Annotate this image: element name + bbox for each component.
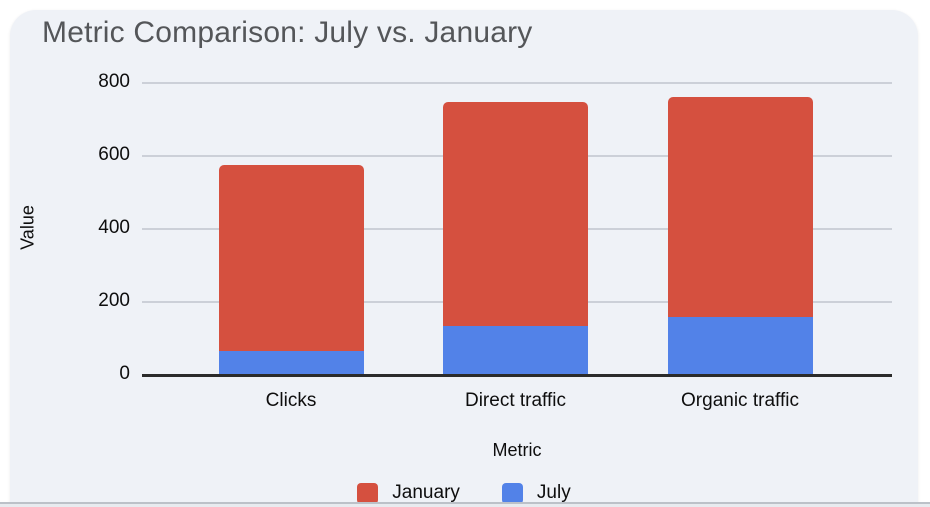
bar-segment-january bbox=[443, 102, 588, 326]
legend-label-july: July bbox=[536, 482, 571, 503]
y-axis-title: Value bbox=[17, 205, 38, 250]
y-tick-label-400: 400 bbox=[98, 217, 130, 238]
chart-card[interactable]: Metric Comparison: July vs. January Valu… bbox=[10, 10, 918, 504]
y-tick-label-600: 600 bbox=[98, 144, 130, 165]
bar-segment-july bbox=[218, 351, 364, 374]
y-tick-label-200: 200 bbox=[98, 290, 130, 311]
chart-title: Metric Comparison: July vs. January bbox=[42, 16, 533, 49]
bar-segment-january bbox=[218, 164, 364, 352]
legend: January July bbox=[10, 482, 918, 504]
x-axis-line bbox=[142, 374, 892, 377]
x-axis-title: Metric bbox=[492, 440, 542, 460]
category-label-clicks: Clicks bbox=[265, 390, 317, 411]
bar-segment-july bbox=[443, 325, 588, 374]
lower-card-edge bbox=[0, 502, 930, 507]
legend-label-january: January bbox=[392, 482, 460, 503]
stacked-bar-clicks bbox=[218, 164, 364, 374]
plot-area bbox=[142, 82, 892, 377]
stacked-bar-direct-traffic bbox=[443, 102, 588, 374]
legend-swatch-july bbox=[501, 482, 523, 504]
category-label-direct-traffic: Direct traffic bbox=[464, 390, 566, 411]
legend-swatch-january bbox=[357, 482, 379, 504]
gridline-800 bbox=[142, 82, 892, 84]
bar-segment-july bbox=[667, 317, 813, 374]
category-label-organic-traffic: Organic traffic bbox=[681, 390, 799, 411]
y-tick-label-800: 800 bbox=[98, 71, 130, 92]
stacked-bar-organic-traffic bbox=[667, 96, 813, 374]
bar-segment-january bbox=[667, 96, 813, 318]
y-tick-label-0: 0 bbox=[119, 363, 130, 384]
